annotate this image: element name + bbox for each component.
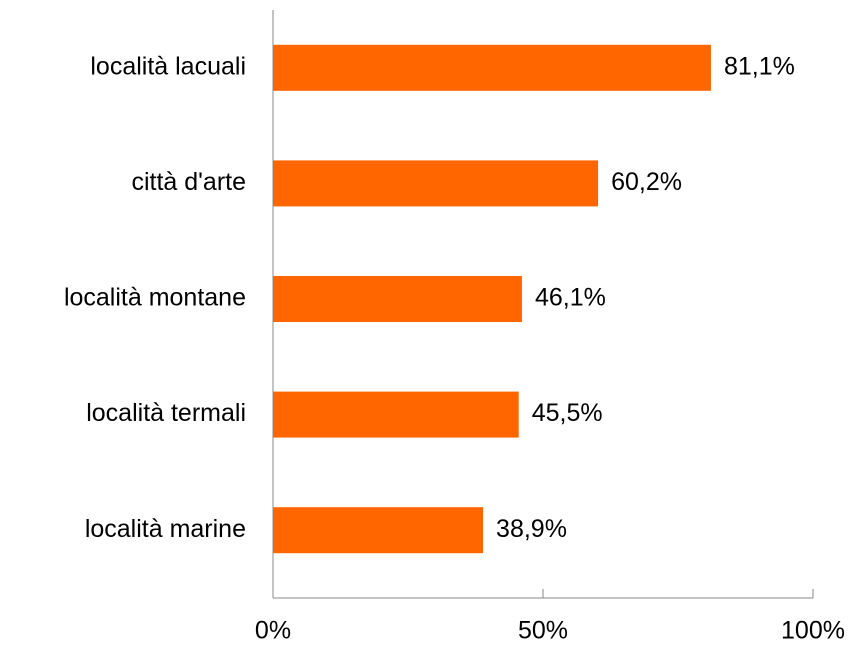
y-tick-label: località termali <box>86 399 246 427</box>
y-tick-label: località montane <box>64 284 246 312</box>
bar <box>273 391 519 438</box>
bar <box>273 276 522 322</box>
x-tick-label: 100% <box>781 617 845 645</box>
data-label: 46,1% <box>535 284 606 312</box>
data-label: 60,2% <box>611 168 682 196</box>
data-label: 38,9% <box>496 515 567 543</box>
bar <box>273 160 599 207</box>
y-tick-label: località lacuali <box>90 52 246 80</box>
x-tick-label: 50% <box>518 617 568 645</box>
x-tick-label: 0% <box>255 617 291 645</box>
y-tick-label: località marine <box>85 515 246 543</box>
y-tick-label: città d'arte <box>131 168 246 196</box>
bar <box>273 44 711 91</box>
data-label: 45,5% <box>532 399 603 427</box>
data-label: 81,1% <box>724 52 795 80</box>
bar <box>273 507 484 554</box>
